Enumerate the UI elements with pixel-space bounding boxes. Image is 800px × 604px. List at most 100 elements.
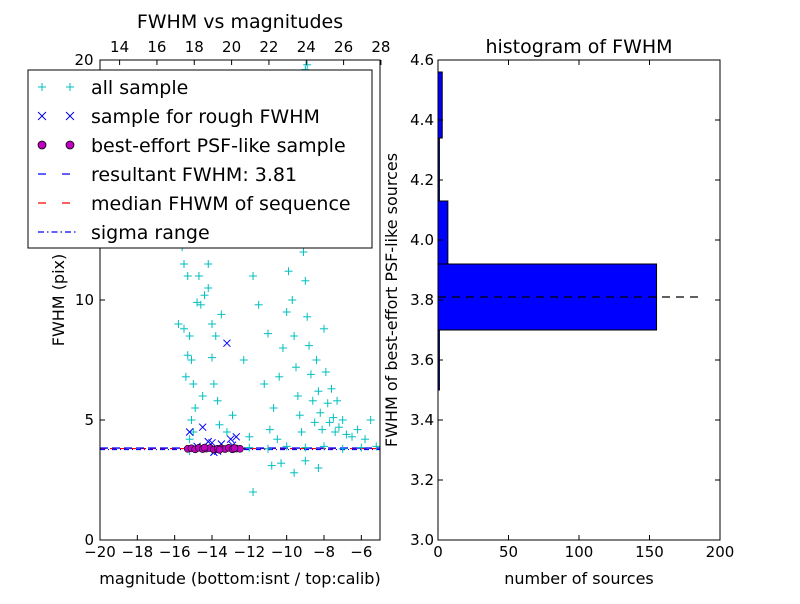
all-sample-point [185,435,194,444]
x-tick-label: −12 [234,543,266,561]
legend-entry: sample for rough FWHM [37,106,320,128]
x-tick-label: 0 [433,543,443,561]
rough-fwhm-point [226,435,235,444]
all-sample-point [209,380,218,388]
histogram-bar [437,71,443,139]
all-sample-point [277,459,286,468]
all-sample-point [372,442,381,451]
x-tick-label: −14 [196,543,228,561]
all-sample-point [329,413,338,422]
all-sample-point [264,444,272,453]
all-sample-point [331,428,340,436]
scatter-title: FWHM vs magnitudes [137,11,343,33]
scatter-ticks: −20 −18 −16 −14 −12 −10 −8 −6 14 16 18 20 22 24 26 28 0 5… [74,38,390,561]
all-sample-point [282,308,291,316]
all-sample-point [265,425,274,434]
all-sample-point [198,392,207,400]
all-sample-point [239,356,248,364]
all-sample-point [183,272,192,280]
y-tick-label: 3.2 [410,471,434,489]
all-sample-point [312,356,321,364]
all-sample-point [361,435,370,444]
y-tick-label: 4.6 [410,51,434,69]
x-tick-label: −8 [313,543,335,561]
all-sample-point [316,408,325,417]
all-sample-point [245,432,254,441]
all-sample-point [222,428,231,436]
x-tick-label: 200 [706,543,735,561]
rough-fwhm-point [232,432,241,441]
all-sample-point [174,320,183,328]
rough-fwhm-point [223,339,231,348]
all-sample-point [245,443,254,452]
all-sample-point [273,435,282,444]
rough-fwhm-point [185,428,194,436]
all-sample-point [320,324,328,333]
x-tick-label: −10 [271,543,303,561]
all-sample-point [338,444,347,453]
y-tick-label: 0 [84,531,94,549]
all-sample-point [187,356,196,364]
all-sample-point [189,428,198,436]
all-sample-point [308,396,317,405]
x-tick-label: 100 [565,543,594,561]
all-sample-point [249,488,258,496]
x-tick-label: −20 [84,543,116,561]
x-tick-label: −18 [122,543,154,561]
legend-label: sample for rough FWHM [91,106,320,128]
all-sample-point [314,387,323,396]
all-sample-point [217,310,226,319]
legend-frame [27,69,373,249]
all-sample-point [306,370,315,379]
all-sample-point [249,272,258,280]
y-tick-label: 3.8 [410,291,434,309]
all-sample-point [301,443,310,452]
scatter-panel: −20 −18 −16 −14 −12 −10 −8 −6 14 16 18 20 22 24 26 28 0 5… [27,11,390,588]
all-sample-point [204,260,213,268]
psf-like-point [230,444,239,452]
all-sample-point [282,442,291,451]
top-tick-label: 18 [185,38,204,56]
all-sample-point [211,332,220,340]
y-tick-label: 10 [75,291,94,309]
all-sample-point [204,284,213,292]
all-sample-point [366,416,375,424]
all-sample-point [284,267,293,276]
legend-label: best-effort PSF-like sample [91,135,346,157]
all-sample-point [180,260,188,268]
all-sample-point [180,324,188,333]
legend-label: sigma range [91,222,210,244]
all-sample-point [213,396,222,405]
all-sample-point [320,442,328,451]
all-sample-point [185,332,194,340]
all-sample-point [327,384,336,393]
top-tick-label: 16 [147,38,166,56]
all-sample-point [278,344,287,352]
all-sample-point [181,372,190,381]
legend-entry: resultant FWHM: 3.81 [38,164,297,186]
psf-like-point [215,445,224,454]
all-sample-point [208,320,216,328]
all-sample-point [299,248,308,256]
legend-entry: best-effort PSF-like sample [37,135,346,157]
all-sample-point [264,329,272,338]
histogram-x-label: number of sources [504,569,654,588]
all-sample-point [321,368,330,376]
all-sample-point [269,404,278,412]
all-sample-point [292,363,300,372]
all-sample-point [200,291,209,300]
all-sample-point [305,341,314,350]
scatter-legend: all sample sample for rough FWHM best-effo… [27,69,373,249]
all-sample-point [310,418,319,427]
y-tick-label: 5 [84,411,94,429]
all-sample-point [254,300,263,309]
all-sample-point [323,399,332,408]
legend-entry: all sample [38,77,188,99]
y-tick-label: 4.4 [410,111,434,129]
all-sample-point [338,416,347,424]
top-tick-label: 26 [334,38,353,56]
all-sample-point [303,312,312,321]
all-sample-point [215,420,224,429]
top-tick-label: 14 [110,38,129,56]
all-sample-point [295,411,304,420]
